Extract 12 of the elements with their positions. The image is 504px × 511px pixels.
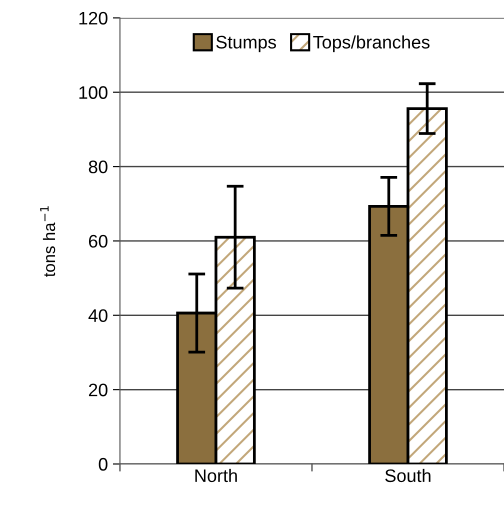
- y-tick-label: 60: [88, 234, 108, 248]
- legend-label: Tops/branches: [313, 35, 430, 52]
- x-tick-label: South: [385, 468, 430, 482]
- x-tick-label: North: [195, 468, 237, 482]
- y-axis-title: tons ha$^{−1}$: [40, 206, 56, 277]
- y-tick-label: 120: [79, 12, 108, 25]
- y-tick-label: 40: [88, 309, 108, 322]
- y-tick-label: 0: [98, 458, 108, 471]
- y-tick-label: 100: [79, 86, 108, 99]
- legend-label: Stumps: [216, 36, 276, 52]
- y-tick-label: 20: [88, 384, 108, 396]
- y-tick-label: 80: [88, 160, 108, 174]
